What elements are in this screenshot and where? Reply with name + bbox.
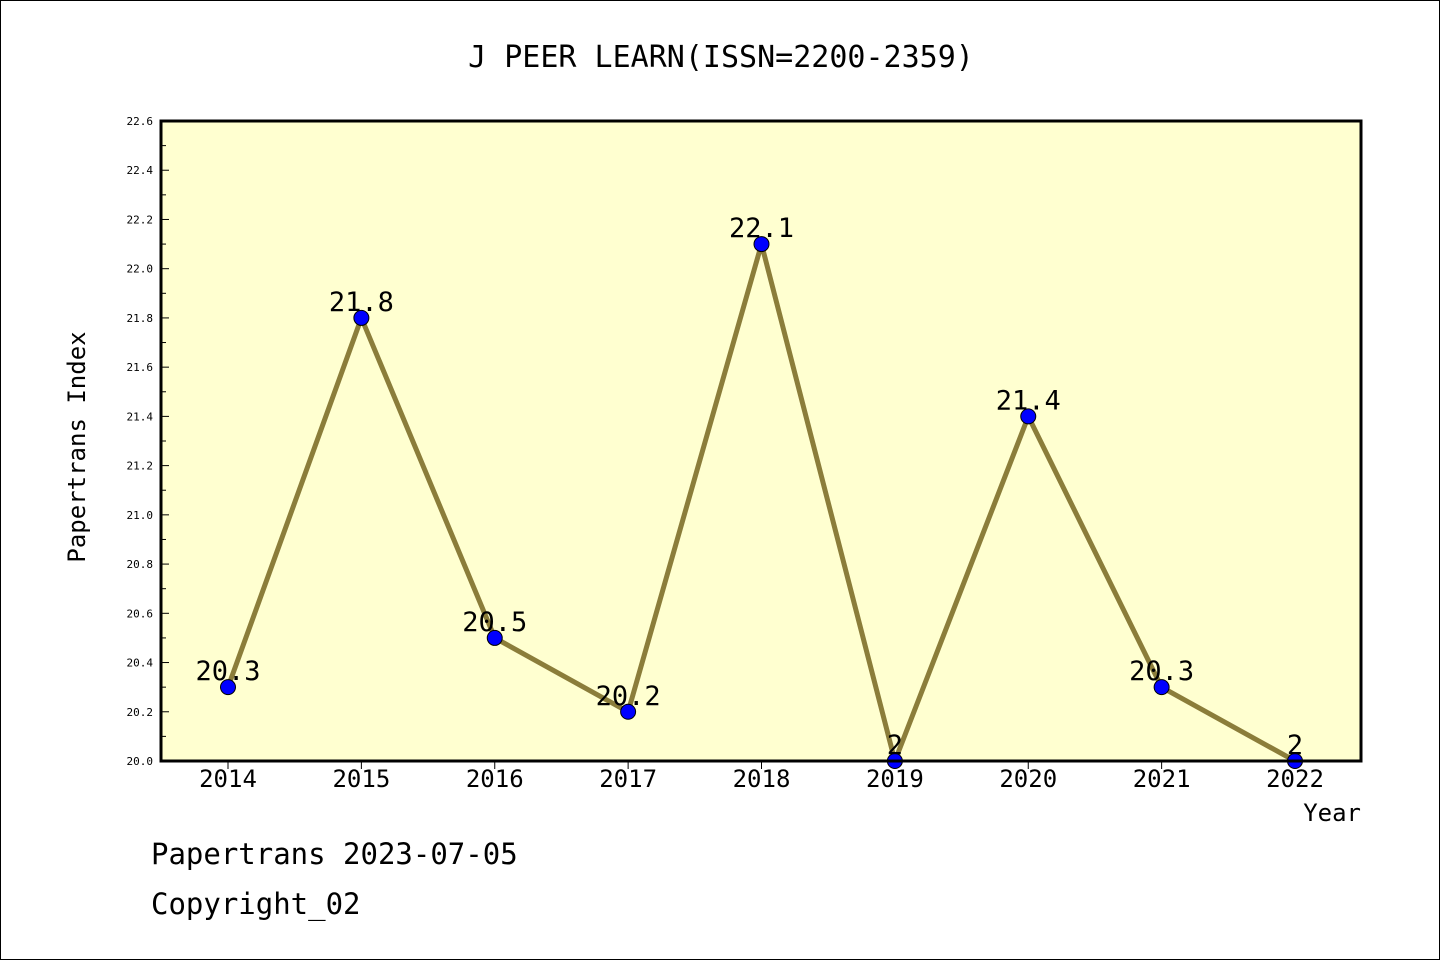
data-point bbox=[353, 309, 370, 326]
data-labels: 20.3 21.8 20.5 20.2 22.1 2 21.4 20.3 2 bbox=[195, 213, 1303, 761]
x-tick-label: 2021 bbox=[1133, 765, 1191, 793]
plot-area bbox=[161, 121, 1361, 761]
y-tick-label: 22.6 bbox=[127, 115, 154, 128]
data-label: 21.8 bbox=[329, 287, 394, 318]
chart-title: J PEER LEARN(ISSN=2200-2359) bbox=[468, 40, 974, 75]
y-tick-label: 20.6 bbox=[127, 607, 154, 620]
x-tick-label: 2014 bbox=[199, 765, 257, 793]
x-tick-label: 2019 bbox=[866, 765, 924, 793]
x-tick-label: 2017 bbox=[599, 765, 657, 793]
y-tick-label: 22.2 bbox=[127, 213, 154, 226]
data-label: 20.5 bbox=[462, 607, 527, 638]
data-label: 21.4 bbox=[996, 385, 1061, 416]
footer-date: Papertrans 2023-07-05 bbox=[151, 837, 518, 871]
y-tick-label: 22.0 bbox=[127, 263, 154, 276]
data-label: 20.3 bbox=[195, 656, 260, 687]
footer-copyright: Copyright_02 bbox=[151, 887, 361, 921]
y-tick-label: 21.8 bbox=[127, 312, 154, 325]
data-point bbox=[486, 629, 503, 646]
x-tick-label: 2015 bbox=[332, 765, 390, 793]
x-axis: 2014 2015 2016 2017 2018 2019 2020 2021 2022 bbox=[199, 761, 1324, 793]
x-tick-label: 2016 bbox=[466, 765, 524, 793]
data-point bbox=[1153, 679, 1170, 696]
y-tick-label: 21.6 bbox=[127, 361, 154, 374]
data-point bbox=[1020, 408, 1037, 425]
y-tick-label: 21.4 bbox=[127, 410, 154, 423]
y-tick-label: 20.2 bbox=[127, 706, 154, 719]
y-tick-label: 21.0 bbox=[127, 509, 154, 522]
y-tick-label: 20.4 bbox=[127, 657, 154, 670]
x-tick-label: 2022 bbox=[1266, 765, 1324, 793]
y-tick-label: 22.4 bbox=[127, 164, 154, 177]
data-label: 20.2 bbox=[596, 681, 661, 712]
x-tick-label: 2018 bbox=[733, 765, 791, 793]
y-tick-label: 20.0 bbox=[127, 755, 154, 768]
y-axis-label: Papertrans Index bbox=[63, 331, 91, 562]
data-label: 20.3 bbox=[1129, 656, 1194, 687]
data-point bbox=[220, 679, 236, 696]
data-label: 2 bbox=[887, 730, 903, 761]
y-tick-label: 21.2 bbox=[127, 460, 154, 473]
x-axis-label: Year bbox=[1303, 799, 1361, 827]
y-tick-label: 20.8 bbox=[127, 558, 154, 571]
y-axis: 20.0 20.2 20.4 20.6 20.8 21.0 21.2 21.4 21.6 21.8… bbox=[127, 115, 169, 768]
data-label: 22.1 bbox=[729, 213, 794, 244]
data-point bbox=[753, 236, 770, 253]
data-point bbox=[620, 703, 637, 720]
plot-frame bbox=[159, 119, 1363, 763]
x-tick-label: 2020 bbox=[999, 765, 1057, 793]
data-label: 2 bbox=[1287, 730, 1303, 761]
